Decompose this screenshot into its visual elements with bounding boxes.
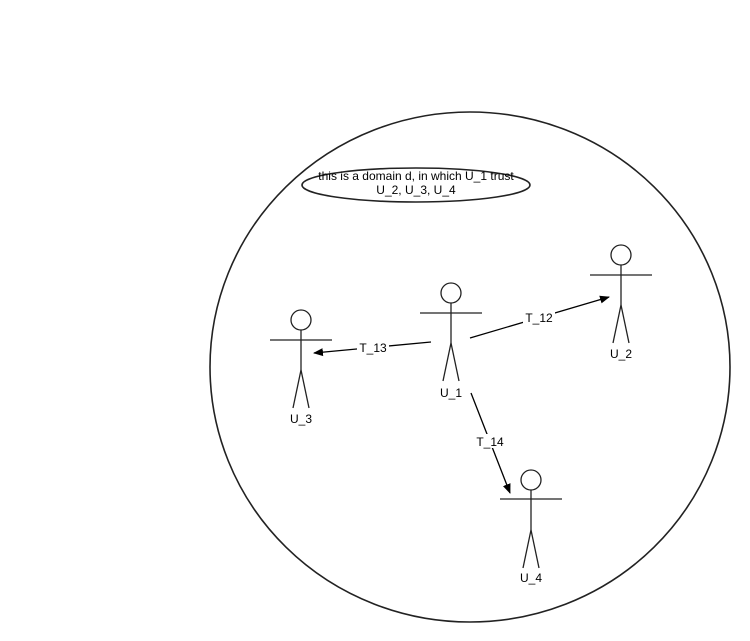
actor-u4: U_4	[500, 469, 562, 585]
edge-t13-label: T_13	[359, 341, 387, 355]
note-line-2: U_2, U_3, U_4	[376, 183, 456, 197]
edge-t14-label-bg	[474, 434, 506, 448]
actor-u4-leg-right	[530, 529, 540, 569]
actor-u1-label: U_1	[440, 386, 462, 400]
actor-u2-leg-right	[620, 304, 630, 344]
actor-u1-leg-right	[450, 342, 460, 382]
actor-u4-leg-left	[522, 529, 532, 569]
actor-u1-leg-left	[442, 342, 452, 382]
note-ellipse	[301, 167, 531, 203]
edge-t12-label: T_12	[525, 311, 553, 325]
edge-t14: T_14	[470, 392, 511, 494]
note-line-1: this is a domain d, in which U_1 trust	[318, 169, 514, 183]
domain-note: this is a domain d, in which U_1 trust U…	[301, 167, 531, 203]
actor-u3-label: U_3	[290, 412, 312, 426]
actor-u4-head	[520, 469, 542, 491]
edge-t14-label: T_14	[476, 435, 504, 449]
edge-t13: T_13	[313, 340, 432, 357]
actor-u3-head	[290, 309, 312, 331]
actor-u4-label: U_4	[520, 571, 542, 585]
actor-u2-leg-left	[612, 304, 622, 344]
edge-t12-label-bg	[523, 311, 555, 325]
actor-u2-label: U_2	[610, 347, 632, 361]
actor-u1: U_1	[420, 282, 482, 400]
edge-t12: T_12	[469, 295, 610, 339]
actor-u3-leg-left	[292, 369, 302, 409]
domain-circle	[209, 111, 731, 623]
actor-u2-head	[610, 244, 632, 266]
actor-u1-head	[440, 282, 462, 304]
actor-u2: U_2	[590, 244, 652, 361]
edge-t13-label-bg	[357, 340, 389, 354]
actor-u3-leg-right	[300, 369, 310, 409]
actor-u3: U_3	[270, 309, 332, 426]
